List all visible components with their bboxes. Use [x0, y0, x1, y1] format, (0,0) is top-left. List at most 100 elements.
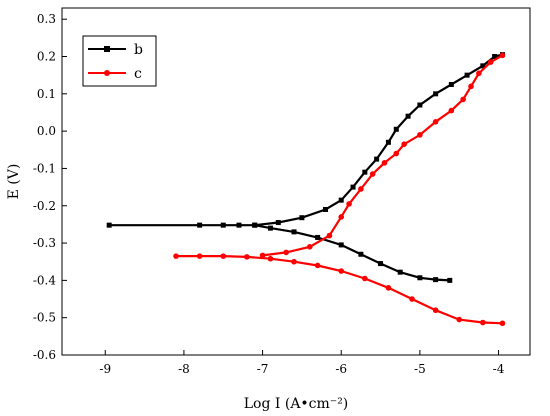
data-point — [417, 102, 423, 108]
data-point — [385, 139, 391, 145]
data-point — [322, 206, 328, 212]
data-point — [393, 126, 399, 132]
data-point — [405, 113, 411, 119]
data-point — [326, 232, 333, 239]
data-point — [346, 201, 352, 207]
legend: bc — [82, 35, 157, 87]
data-point — [401, 141, 407, 147]
data-point — [378, 261, 384, 267]
data-point — [220, 222, 226, 228]
data-point — [476, 70, 482, 77]
data-point — [350, 184, 356, 190]
data-point — [417, 132, 423, 138]
data-point — [236, 222, 242, 228]
data-point — [173, 253, 179, 259]
legend-label: b — [134, 42, 143, 58]
data-point — [244, 254, 250, 260]
data-point — [369, 171, 376, 177]
data-point — [196, 253, 203, 259]
data-point — [197, 222, 203, 228]
legend-label: c — [134, 66, 142, 82]
series-layer — [106, 52, 506, 327]
data-point — [267, 225, 273, 231]
y-tick-label: 0.2 — [37, 50, 56, 64]
x-tick-label: -5 — [414, 362, 426, 376]
series-c-cathodic-line — [176, 255, 503, 325]
y-tick-label: -0.2 — [33, 199, 56, 213]
data-point — [487, 59, 494, 65]
data-point — [448, 81, 454, 87]
x-tick-label: -9 — [99, 362, 111, 376]
data-point — [314, 262, 321, 269]
x-tick-label: -4 — [493, 362, 505, 376]
data-point — [480, 63, 486, 69]
data-point — [433, 277, 439, 283]
data-point — [220, 253, 227, 259]
y-tick-label: -0.4 — [33, 273, 57, 287]
legend-marker — [104, 70, 110, 76]
data-point — [362, 275, 368, 282]
data-point — [432, 307, 439, 314]
data-point — [456, 316, 463, 323]
plot-frame — [61, 7, 531, 356]
data-point — [275, 220, 281, 226]
legend-item-c: c — [88, 66, 142, 82]
y-tick-label: 0.0 — [37, 124, 56, 138]
y-tick-label: -0.5 — [33, 311, 56, 325]
x-tick-label: -8 — [178, 362, 190, 376]
data-point — [468, 83, 474, 90]
data-point — [358, 186, 364, 192]
data-point — [338, 214, 345, 220]
data-point — [480, 319, 486, 326]
data-point — [267, 255, 274, 262]
data-point — [338, 242, 344, 248]
data-point — [283, 249, 289, 256]
data-point — [409, 296, 415, 302]
data-point — [499, 52, 506, 59]
data-point — [338, 268, 345, 274]
x-axis: -9 -8 -7 -6 -5 -4 — [99, 350, 505, 376]
y-tick-label: -0.6 — [33, 348, 56, 362]
data-point — [291, 229, 297, 235]
y-tick-label: -0.3 — [33, 236, 56, 250]
data-point — [447, 277, 453, 283]
y-tick-label: 0.1 — [37, 87, 56, 101]
y-axis: -0.6 -0.5 -0.4 -0.3 -0.2 -0.1 0.0 0.1 0.2 0.3 — [33, 12, 67, 362]
series-c-anodic-line — [262, 54, 504, 257]
data-point — [299, 215, 305, 221]
data-point — [397, 269, 403, 275]
series-b-anodic-line — [254, 53, 503, 227]
series-c — [173, 52, 506, 327]
x-tick-label: -6 — [335, 362, 347, 376]
x-tick-label: -7 — [257, 362, 269, 376]
data-point — [393, 150, 400, 157]
data-point — [362, 169, 368, 175]
data-point — [492, 54, 498, 60]
data-point — [448, 107, 455, 114]
data-point — [385, 285, 392, 291]
data-point — [252, 222, 258, 228]
data-point — [499, 320, 506, 327]
legend-item-b: b — [88, 42, 143, 58]
data-point — [460, 96, 466, 103]
data-point — [417, 275, 423, 281]
data-point — [315, 234, 321, 240]
data-point — [259, 252, 266, 259]
data-point — [106, 222, 112, 228]
data-point — [291, 258, 297, 265]
data-point — [433, 91, 439, 97]
data-point — [464, 72, 470, 78]
x-axis-title: Log I (A•cm⁻²) — [244, 396, 349, 412]
y-tick-label: -0.1 — [33, 161, 56, 175]
data-point — [381, 160, 388, 166]
y-axis-title: E (V) — [6, 164, 22, 200]
data-point — [374, 156, 380, 162]
data-point — [358, 251, 364, 257]
legend-box — [82, 35, 157, 87]
data-point — [432, 119, 439, 125]
legend-marker — [104, 46, 110, 52]
y-tick-label: 0.3 — [37, 12, 56, 26]
data-point — [338, 197, 344, 203]
data-point — [306, 243, 313, 250]
